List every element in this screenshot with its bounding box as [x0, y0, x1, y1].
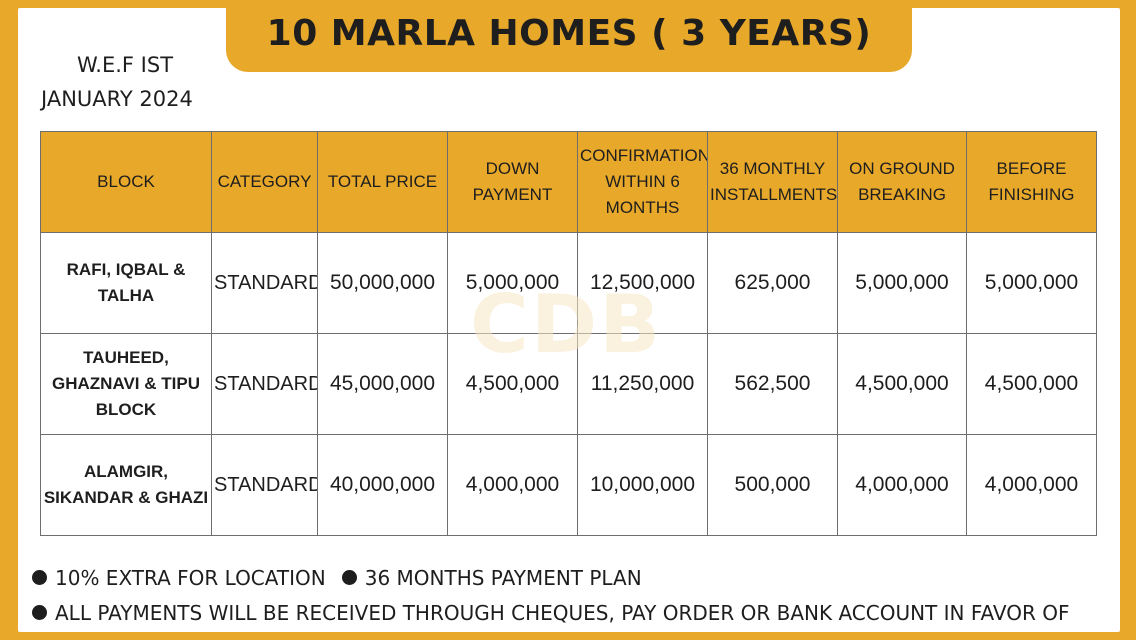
note-line: ALL PAYMENTS WILL BE RECEIVED THROUGH CH… [32, 595, 1116, 630]
effective-date-line2: JANUARY 2024 [41, 87, 193, 111]
price-table: BLOCK CATEGORY TOTAL PRICE DOWN PAYMENT … [40, 131, 1097, 536]
before-finishing-cell: 5,000,000 [966, 232, 1097, 334]
note-line: 10% EXTRA FOR LOCATION 36 MONTHS PAYMENT… [32, 560, 1116, 595]
note-text: 36 MONTHS PAYMENT PLAN [364, 565, 642, 590]
bullet-icon [32, 570, 47, 585]
table-row: TAUHEED, GHAZNAVI & TIPU BLOCK STANDARD … [40, 333, 1097, 435]
monthly-installment-cell: 500,000 [707, 434, 838, 536]
monthly-installment-cell: 562,500 [707, 333, 838, 435]
table-header-row: BLOCK CATEGORY TOTAL PRICE DOWN PAYMENT … [40, 131, 1097, 233]
title-banner: 10 MARLA HOMES ( 3 YEARS) [226, 0, 912, 72]
ground-breaking-cell: 4,000,000 [837, 434, 967, 536]
block-cell: ALAMGIR, SIKANDAR & GHAZI [40, 434, 212, 536]
category-cell: STANDARD [211, 434, 318, 536]
block-cell: TAUHEED, GHAZNAVI & TIPU BLOCK [40, 333, 212, 435]
table-row: RAFI, IQBAL & TALHA STANDARD 50,000,000 … [40, 232, 1097, 334]
down-payment-cell: 5,000,000 [447, 232, 578, 334]
bullet-icon [32, 605, 47, 620]
effective-date: W.E.F IST JANUARY 2024 [40, 48, 210, 116]
note-text: ALL PAYMENTS WILL BE RECEIVED THROUGH CH… [55, 600, 1070, 625]
block-cell: RAFI, IQBAL & TALHA [40, 232, 212, 334]
monthly-installment-cell: 625,000 [707, 232, 838, 334]
total-price-cell: 50,000,000 [317, 232, 448, 334]
before-finishing-cell: 4,000,000 [966, 434, 1097, 536]
confirmation-cell: 12,500,000 [577, 232, 708, 334]
column-header: BLOCK [40, 131, 212, 233]
column-header: BEFORE FINISHING [966, 131, 1097, 233]
column-header: 36 MONTHLY INSTALLMENTS [707, 131, 838, 233]
ground-breaking-cell: 4,500,000 [837, 333, 967, 435]
confirmation-cell: 10,000,000 [577, 434, 708, 536]
column-header: ON GROUND BREAKING [837, 131, 967, 233]
confirmation-cell: 11,250,000 [577, 333, 708, 435]
table-row: ALAMGIR, SIKANDAR & GHAZI STANDARD 40,00… [40, 434, 1097, 536]
category-cell: STANDARD [211, 333, 318, 435]
column-header: CONFIRMATION WITHIN 6 MONTHS [577, 131, 708, 233]
category-cell: STANDARD [211, 232, 318, 334]
total-price-cell: 45,000,000 [317, 333, 448, 435]
down-payment-cell: 4,500,000 [447, 333, 578, 435]
page-title: 10 MARLA HOMES ( 3 YEARS) [266, 12, 872, 54]
column-header: TOTAL PRICE [317, 131, 448, 233]
notes: 10% EXTRA FOR LOCATION 36 MONTHS PAYMENT… [32, 560, 1116, 630]
ground-breaking-cell: 5,000,000 [837, 232, 967, 334]
before-finishing-cell: 4,500,000 [966, 333, 1097, 435]
effective-date-line1: W.E.F IST [76, 53, 174, 77]
bullet-icon [341, 570, 357, 585]
down-payment-cell: 4,000,000 [447, 434, 578, 536]
note-text: 10% EXTRA FOR LOCATION [55, 565, 326, 590]
column-header: DOWN PAYMENT [447, 131, 578, 233]
total-price-cell: 40,000,000 [317, 434, 448, 536]
column-header: CATEGORY [211, 131, 318, 233]
